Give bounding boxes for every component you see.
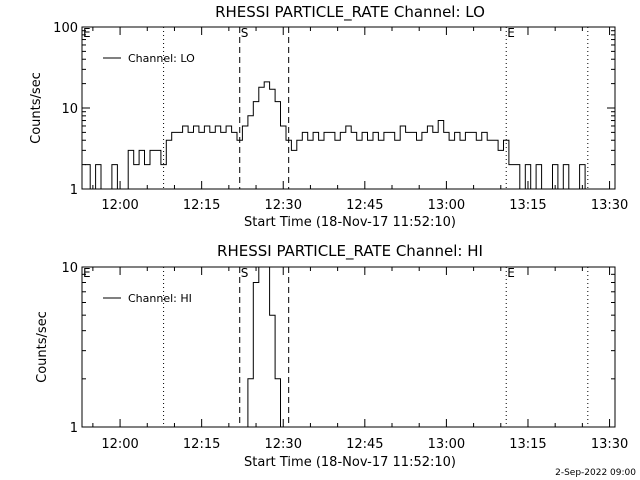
event-marker-label: E <box>83 26 91 40</box>
hi-channel-chart: RHESSI PARTICLE_RATE Channel: HI Start T… <box>35 242 628 470</box>
y-tick-label: 100 <box>53 21 78 36</box>
x-axis-label: Start Time (18-Nov-17 11:52:10) <box>244 455 456 470</box>
x-tick-label: 13:30 <box>591 437 628 452</box>
series-line <box>84 81 591 189</box>
x-tick-label: 12:00 <box>101 437 138 452</box>
x-tick-label: 12:00 <box>101 198 138 213</box>
x-tick-label: 12:45 <box>346 437 383 452</box>
event-marker-label: S <box>241 266 249 280</box>
legend-label: Channel: LO <box>128 52 195 65</box>
x-axis-label: Start Time (18-Nov-17 11:52:10) <box>244 215 456 230</box>
x-tick-label: 12:45 <box>346 198 383 213</box>
x-tick-label: 13:15 <box>509 198 546 213</box>
y-tick-label: 10 <box>61 261 78 276</box>
y-tick-label: 10 <box>61 102 78 117</box>
event-marker-label: S <box>241 26 249 40</box>
y-tick-label: 1 <box>70 421 78 436</box>
y-axis-label: Counts/sec <box>35 311 50 383</box>
footer-timestamp: 2-Sep-2022 09:00 <box>555 468 636 478</box>
chart-title: RHESSI PARTICLE_RATE Channel: HI <box>217 242 483 261</box>
series-line <box>242 267 286 427</box>
event-marker-label: E <box>507 26 515 40</box>
y-axis-label: Counts/sec <box>29 72 44 144</box>
plot-frame <box>81 266 616 428</box>
lo-channel-chart: RHESSI PARTICLE_RATE Channel: LO Start T… <box>29 3 628 230</box>
x-tick-label: 12:15 <box>183 198 220 213</box>
x-tick-label: 12:30 <box>265 198 302 213</box>
x-tick-label: 12:30 <box>265 437 302 452</box>
x-tick-label: 12:15 <box>183 437 220 452</box>
event-marker-label: E <box>507 266 515 280</box>
legend-label: Channel: HI <box>128 292 192 305</box>
y-tick-label: 1 <box>70 183 78 198</box>
plot-area: 12:00 12:15 12:30 12:45 13:00 13:15 13:30 1 10 E S… <box>61 261 628 452</box>
x-tick-label: 13:00 <box>428 198 465 213</box>
x-tick-label: 13:30 <box>591 198 628 213</box>
x-tick-label: 13:15 <box>509 437 546 452</box>
plot-area: 12:00 12:15 12:30 12:45 13:00 13:15 13:30 1 10 10… <box>53 21 628 213</box>
x-tick-label: 13:00 <box>428 437 465 452</box>
chart-title: RHESSI PARTICLE_RATE Channel: LO <box>215 3 485 22</box>
event-marker-label: E <box>83 266 91 280</box>
